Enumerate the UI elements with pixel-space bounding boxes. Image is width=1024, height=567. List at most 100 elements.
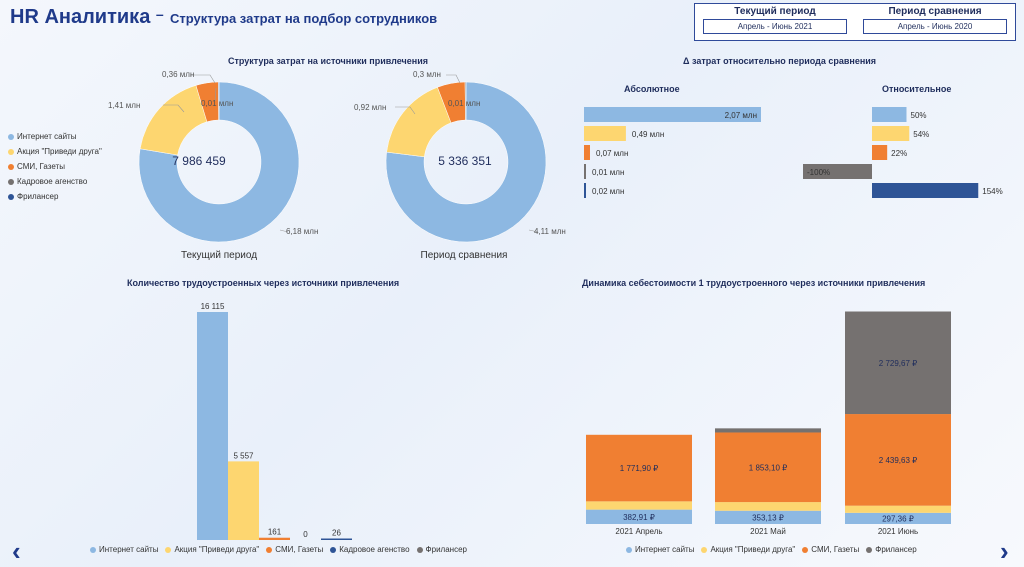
cost-bar-label: 1 853,10 ₽ xyxy=(749,463,787,472)
cost-bar-segment xyxy=(845,505,951,513)
rel-bar-label: -100% xyxy=(807,168,830,177)
cost-bar-segment xyxy=(586,434,692,502)
legend-dot-icon xyxy=(165,546,172,553)
donut-current xyxy=(138,81,300,243)
cost-bar-segment xyxy=(845,512,951,524)
legend-label: Акция "Приведи друга" xyxy=(174,545,260,554)
delta-charts: 2,07 млн 0,49 млн 0,07 млн 0,01 млн 0,02 млн… xyxy=(584,107,1003,198)
abs-bar-label: 2,07 млн xyxy=(725,111,757,120)
legend-item-freelance[interactable]: Фрилансер xyxy=(8,192,102,201)
donut1-internet-label: 6,18 млн xyxy=(286,227,318,236)
hires-title: Количество трудоустроенных через источни… xyxy=(127,278,400,288)
donut-legend: Интернет сайты Акция "Приведи друга" СМИ… xyxy=(8,132,102,207)
donut2-small-label: 0,01 млн xyxy=(448,99,480,108)
cost-month-label: 2021 Апрель xyxy=(615,527,662,536)
legend-label: Фрилансер xyxy=(425,545,467,554)
legend-item-internet[interactable]: Интернет сайты xyxy=(626,545,694,554)
cost-bar-label: 2 439,63 ₽ xyxy=(879,456,917,465)
hires-bar-label: 161 xyxy=(268,528,282,537)
legend-dot-icon xyxy=(8,193,14,200)
rel-bar xyxy=(872,107,907,122)
donut-slice xyxy=(139,85,208,156)
legend-item-friend[interactable]: Акция "Приведи друга" xyxy=(701,545,795,554)
next-page-icon[interactable]: › xyxy=(1000,536,1009,566)
hires-chart: 16 115 5 557 161 0 26 xyxy=(197,302,352,540)
legend-dot-icon xyxy=(266,546,273,553)
donut-slice xyxy=(218,81,220,121)
app-title: HR Аналитика xyxy=(10,6,151,28)
abs-bar-label: 0,49 млн xyxy=(632,130,664,139)
hires-bar xyxy=(228,461,259,540)
legend-label: Интернет сайты xyxy=(99,545,159,554)
cost-bar-label: 297,36 ₽ xyxy=(882,514,914,523)
current-period-label: Текущий период xyxy=(734,6,816,17)
legend-item-agency[interactable]: Кадровое агенство xyxy=(330,545,410,554)
legend-label: Акция "Приведи друга" xyxy=(710,545,796,554)
legend-item-freelance[interactable]: Фрилансер xyxy=(416,545,467,554)
cost-month-label: 2021 Май xyxy=(750,527,786,536)
legend-dot-icon xyxy=(90,546,96,553)
legend-label: Кадровое агенство xyxy=(17,177,88,186)
legend-item-media[interactable]: СМИ, Газеты xyxy=(266,545,323,554)
legend-label: СМИ, Газеты xyxy=(275,545,324,554)
donut-slice xyxy=(385,81,547,243)
donut2-caption: Период сравнения xyxy=(421,250,508,261)
cost-bar-segment xyxy=(715,510,821,524)
abs-bars: 2,07 млн 0,49 млн 0,07 млн 0,01 млн 0,02 млн xyxy=(584,107,761,198)
legend-label: Фрилансер xyxy=(875,545,917,554)
page-subtitle: Структура затрат на подбор сотрудников xyxy=(170,11,438,26)
hires-bar xyxy=(197,312,228,540)
cost-bar-segment xyxy=(586,509,692,524)
compare-period-label: Период сравнения xyxy=(888,6,982,17)
cost-chart: 382,91 ₽ 1 771,90 ₽ 2021 Апрель 353,13 ₽ 1 8… xyxy=(586,311,951,536)
donut-slice xyxy=(138,81,300,243)
legend-dot-icon xyxy=(701,546,708,553)
legend-dot-icon xyxy=(8,178,14,185)
cost-legend: Интернет сайты Акция "Приведи друга" СМИ… xyxy=(626,545,924,554)
abs-bar xyxy=(584,145,590,160)
donut-compare xyxy=(385,81,547,243)
abs-bar xyxy=(584,107,761,122)
compare-period-slicer[interactable]: Апрель - Июнь 2020 xyxy=(863,19,1007,34)
current-period: Текущий период Апрель - Июнь 2021 xyxy=(699,6,851,34)
delta-title: Δ затрат относительно периода сравнения xyxy=(683,56,877,66)
legend-item-freelance[interactable]: Фрилансер xyxy=(866,545,917,554)
legend-dot-icon xyxy=(8,148,14,155)
legend-dot-icon xyxy=(802,546,809,553)
current-period-slicer[interactable]: Апрель - Июнь 2021 xyxy=(703,19,847,34)
cost-bar-segment xyxy=(715,432,821,503)
cost-bars: 382,91 ₽ 1 771,90 ₽ 2021 Апрель 353,13 ₽ 1 8… xyxy=(586,311,951,536)
rel-bar-label: 50% xyxy=(911,111,927,120)
compare-period: Период сравнения Апрель - Июнь 2020 xyxy=(859,6,1011,34)
legend-dot-icon xyxy=(8,133,14,140)
legend-label: Интернет сайты xyxy=(17,132,77,141)
donut1-media-label: 0,36 млн xyxy=(162,70,194,79)
legend-dot-icon xyxy=(330,546,337,553)
legend-dot-icon xyxy=(416,546,423,553)
cost-bar-label: 382,91 ₽ xyxy=(623,513,655,522)
legend-item-media[interactable]: СМИ, Газеты xyxy=(802,545,859,554)
legend-item-internet[interactable]: Интернет сайты xyxy=(90,545,158,554)
donut1-center-value: 7 986 459 xyxy=(172,154,226,168)
donut2-friend-label: 0,92 млн xyxy=(354,103,386,112)
prev-page-icon[interactable]: ‹ xyxy=(12,536,21,566)
legend-item-media[interactable]: СМИ, Газеты xyxy=(8,162,102,171)
delta-abs-title: Абсолютное xyxy=(624,84,680,94)
hires-bar-label: 16 115 xyxy=(201,302,225,311)
abs-bar-label: 0,01 млн xyxy=(592,168,624,177)
legend-dot-icon xyxy=(866,546,873,553)
donut2-internet-label: 4,11 млн xyxy=(534,227,566,236)
cost-bar-segment xyxy=(845,414,951,506)
cost-month-label: 2021 Июнь xyxy=(878,527,918,536)
abs-bar xyxy=(584,183,586,198)
legend-item-friend[interactable]: Акция "Приведи друга" xyxy=(8,147,102,156)
period-selector: Текущий период Апрель - Июнь 2021 Период… xyxy=(694,3,1016,41)
rel-bar-label: 22% xyxy=(891,149,907,158)
rel-bar xyxy=(803,164,872,179)
hires-bars: 16 115 5 557 161 0 26 xyxy=(197,302,352,540)
cost-bar-segment xyxy=(715,502,821,511)
rel-bar xyxy=(872,183,979,198)
legend-item-friend[interactable]: Акция "Приведи друга" xyxy=(165,545,259,554)
legend-item-agency[interactable]: Кадровое агенство xyxy=(8,177,102,186)
legend-item-internet[interactable]: Интернет сайты xyxy=(8,132,102,141)
